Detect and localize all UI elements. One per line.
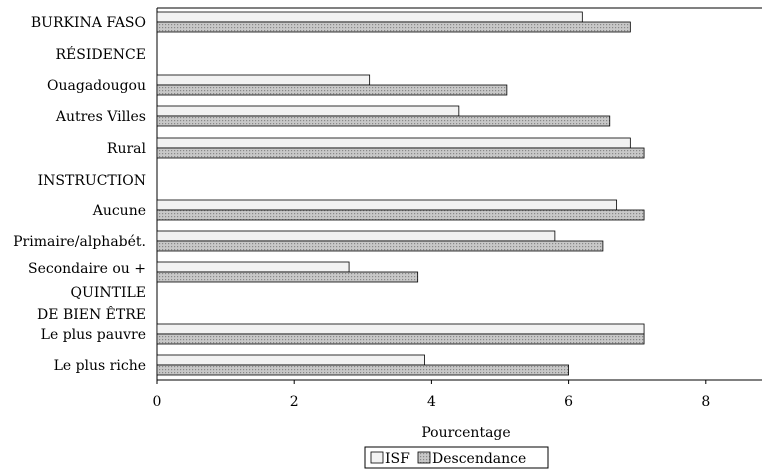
category-label: Secondaire ou + [28,261,146,277]
bar-descendance-4 [156,147,645,159]
category-label: QUINTILE [71,285,146,301]
bar-descendance-11 [156,333,645,345]
bar-descendance-7 [156,240,604,252]
category-label: Autres Villes [55,109,146,125]
bar-descendance-3 [156,115,611,127]
x-axis-label: Pourcentage [421,425,510,441]
bar-isf-3 [156,105,460,117]
x-axis-ticks: 0 2 4 6 8 [153,380,710,410]
x-tick-label: 2 [290,394,299,410]
x-tick-label: 6 [564,394,573,410]
x-tick-label: 8 [701,394,710,410]
plot-frame [156,7,762,381]
category-label: Aucune [92,203,146,219]
category-label: Primaire/alphabét. [13,234,146,250]
legend: ISF Descendance [364,446,549,469]
category-label: Rural [107,141,147,157]
category-label: INSTRUCTION [38,173,146,189]
category-label: Le plus riche [54,358,146,374]
bar-descendance-6 [156,209,645,221]
legend-box [364,446,549,469]
category-label: BURKINA FASO [31,15,146,31]
legend-swatch-isf [370,451,384,464]
bar-descendance-0 [156,21,631,33]
category-labels: BURKINA FASO RÉSIDENCE Ouagadougou Autres V… [13,15,146,374]
bar-isf-12 [156,354,425,366]
bar-descendance-2 [156,84,508,96]
category-label: Ouagadougou [47,78,146,94]
bar-series [156,11,645,376]
bar-isf-7 [156,230,556,242]
bar-isf-8 [156,261,350,273]
bar-isf-0 [156,11,583,23]
bar-isf-2 [156,74,371,86]
x-tick-label: 0 [153,394,162,410]
legend-label-isf: ISF [385,451,410,467]
legend-label-descendance: Descendance [432,451,526,467]
x-tick-label: 4 [427,394,436,410]
category-label: RÉSIDENCE [55,45,146,63]
bar-isf-11 [156,323,645,335]
bar-isf-6 [156,199,618,211]
category-label: Le plus pauvre [41,327,146,343]
bar-descendance-12 [156,364,570,376]
legend-swatch-descendance [417,451,431,464]
category-label: DE BIEN ÊTRE [37,305,146,323]
bar-isf-4 [156,137,631,149]
bar-descendance-8 [156,271,419,283]
